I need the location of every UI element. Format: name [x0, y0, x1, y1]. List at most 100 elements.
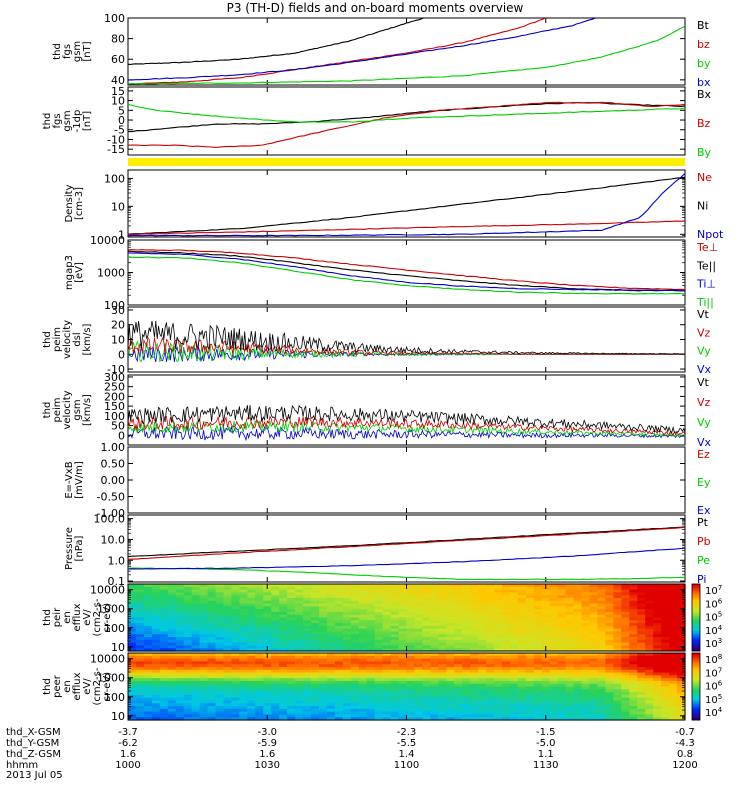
legend-label: Ni: [697, 200, 708, 213]
x-tick-label: 1000: [115, 760, 140, 771]
x-tick-label: 1.1: [538, 749, 554, 760]
colorbar-label: 105: [705, 611, 722, 624]
series-Pi: [128, 547, 685, 570]
x-tick-label: -3.0: [257, 727, 277, 738]
legend-label: Npot: [697, 228, 724, 241]
x-tick-label: -0.7: [675, 727, 695, 738]
y-tick-label: 0: [118, 429, 125, 442]
colorbar-label: 103: [705, 637, 722, 650]
y-tick-label: 10: [111, 641, 125, 654]
series-Vz: [128, 414, 685, 436]
y-axis-label: -1dp: [72, 110, 83, 133]
y-tick-label: 100: [104, 12, 125, 25]
y-tick-label: -0.50: [97, 491, 125, 504]
y-axis-label: thd: [52, 43, 63, 60]
y-tick-label: 10: [111, 710, 125, 723]
panel-flag: [128, 158, 685, 166]
legend-label: Vx: [697, 436, 712, 449]
y-tick-label: 200: [104, 390, 125, 403]
y-tick-label: 300: [104, 371, 125, 384]
series-Pe: [128, 567, 685, 581]
series-Bt: [128, 18, 426, 65]
x-tick-label: 1030: [255, 760, 280, 771]
y-axis-label: gsm: [62, 110, 73, 131]
legend-label: bx: [697, 76, 711, 89]
legend-label: Ti⊥: [696, 278, 716, 291]
y-axis-label: thd: [42, 609, 53, 626]
y-axis-label: en: [62, 611, 73, 624]
legend-label: By: [697, 146, 712, 159]
plot-title: P3 (TH-D) fields and on-board moments ov…: [226, 1, 524, 15]
y-tick-label: 20: [111, 319, 125, 332]
y-axis-label: [nT]: [82, 41, 93, 61]
y-axis-label: sr-eV): [102, 603, 113, 632]
series-Ti||: [128, 256, 685, 295]
legend-label: by: [697, 57, 711, 70]
x-tick-label: -3.7: [118, 727, 138, 738]
y-tick-label: 150: [104, 400, 125, 413]
y-tick-label: 0.1: [108, 575, 126, 588]
y-axis-label: efflux: [72, 603, 83, 631]
y-tick-label: 100: [104, 691, 125, 704]
legend-label: Vt: [697, 376, 710, 389]
y-axis-label: peim: [52, 327, 63, 352]
y-axis-label: [nT]: [82, 111, 93, 131]
y-tick-label: 10000: [90, 234, 125, 247]
legend-label: Ey: [697, 476, 711, 489]
colorbar-label: 104: [705, 624, 723, 637]
y-axis-label: velocity: [62, 390, 73, 429]
y-tick-label: 5: [118, 104, 125, 117]
y-axis-label: peim: [52, 397, 63, 422]
legend-label: Vy: [697, 416, 711, 429]
y-axis-label: [mV/m]: [74, 461, 85, 499]
legend-label: Ez: [697, 448, 710, 461]
panel-frame: [127, 514, 686, 583]
y-tick-label: 50: [111, 420, 125, 433]
x-axis-row-label: thd_X-GSM: [6, 727, 61, 738]
legend-label: Pe: [697, 554, 710, 567]
colorbar-label: 106: [705, 597, 723, 610]
y-axis-label: thd: [42, 331, 53, 348]
y-axis-label: [cm-3]: [74, 187, 85, 220]
legend-label: Pb: [697, 535, 711, 548]
x-tick-label: -4.3: [675, 738, 695, 749]
y-axis-label: fgs: [52, 113, 63, 128]
series-Bx: [128, 102, 685, 133]
y-axis-label: mgap3: [64, 255, 75, 290]
series-Pt: [128, 526, 685, 558]
series-Vt: [128, 320, 685, 355]
y-axis-label: [km/s]: [82, 394, 93, 426]
colorbar-label: 107: [705, 666, 722, 679]
legend-label: Vy: [697, 345, 711, 358]
y-axis-label: eV/: [82, 678, 93, 695]
panel-frame: [127, 17, 686, 86]
series-Ne: [128, 220, 685, 236]
y-tick-label: 1000: [97, 267, 125, 280]
series-bz: [128, 18, 547, 85]
y-tick-label: -1.00: [97, 507, 125, 520]
y-tick-label: 100: [104, 410, 125, 423]
y-axis-label: eV/: [82, 609, 93, 626]
colorbar-label: 107: [705, 584, 722, 597]
y-axis-label: [eV]: [74, 262, 85, 283]
series-Ti⊥: [128, 252, 685, 292]
y-tick-label: 0: [118, 114, 125, 127]
y-tick-label: 100: [104, 172, 125, 185]
legend-label: Ne: [697, 171, 712, 184]
y-axis-label: gsm: [72, 41, 83, 62]
legend-label: Bx: [697, 88, 712, 101]
y-axis-label: efflux: [72, 672, 83, 700]
x-tick-label: 1200: [672, 760, 697, 771]
y-tick-label: 10: [111, 200, 125, 213]
y-tick-label: 1000: [97, 603, 125, 616]
series-Te⊥: [128, 249, 685, 291]
colorbar-label: 104: [705, 706, 723, 719]
legend-label: Pt: [697, 516, 709, 529]
y-axis-label: peer: [52, 674, 63, 698]
y-tick-label: -5: [114, 124, 125, 137]
y-tick-label: 100: [104, 622, 125, 635]
y-axis-label: thd: [42, 402, 53, 419]
colorbar-label: 108: [705, 653, 722, 666]
series-Pb: [128, 526, 685, 560]
